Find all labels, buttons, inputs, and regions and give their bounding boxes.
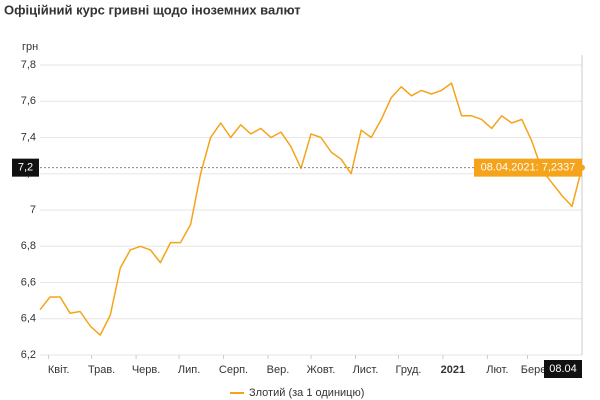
x-tick-label: Трав. [88, 364, 115, 376]
series-line [39, 82, 583, 336]
y-tick-label: 7,4 [21, 131, 36, 143]
crosshair-y-box [12, 158, 39, 177]
legend-label: Злотий (за 1 одиницю) [249, 387, 364, 399]
tooltip-box [474, 158, 582, 177]
x-tick-label: Черв. [132, 364, 160, 376]
y-tick-label: 6,4 [21, 313, 36, 325]
y-tick-label: 6,8 [21, 240, 36, 252]
y-tick-label: 6,6 [21, 276, 36, 288]
tooltip-text: 08.04.2021: 7,2337 [481, 162, 576, 174]
y-tick-label: 7,6 [21, 95, 36, 107]
y-tick-label: 7 [30, 204, 36, 216]
crosshair-x-box [544, 360, 582, 378]
x-tick-label: Лист. [353, 364, 379, 376]
x-tick-label: Жовт. [307, 364, 336, 376]
x-tick-label: Груд. [395, 364, 421, 376]
chart-title: Офіційний курс гривні щодо іноземних вал… [4, 2, 301, 17]
x-tick-label: Вер. [267, 364, 290, 376]
y-axis-label: грн [22, 41, 38, 53]
x-tick-label: Лип. [178, 364, 200, 376]
crosshair-y-label: 7,2 [18, 162, 33, 174]
y-tick-label: 6,2 [21, 349, 36, 361]
x-tick-label: Серп. [219, 364, 248, 376]
crosshair-x-label: 08.04 [549, 363, 577, 375]
x-tick-label: 2021 [441, 364, 465, 376]
x-tick-label: Квіт. [48, 364, 70, 376]
y-tick-label: 7,8 [21, 59, 36, 71]
x-tick-label: Лют. [486, 364, 508, 376]
